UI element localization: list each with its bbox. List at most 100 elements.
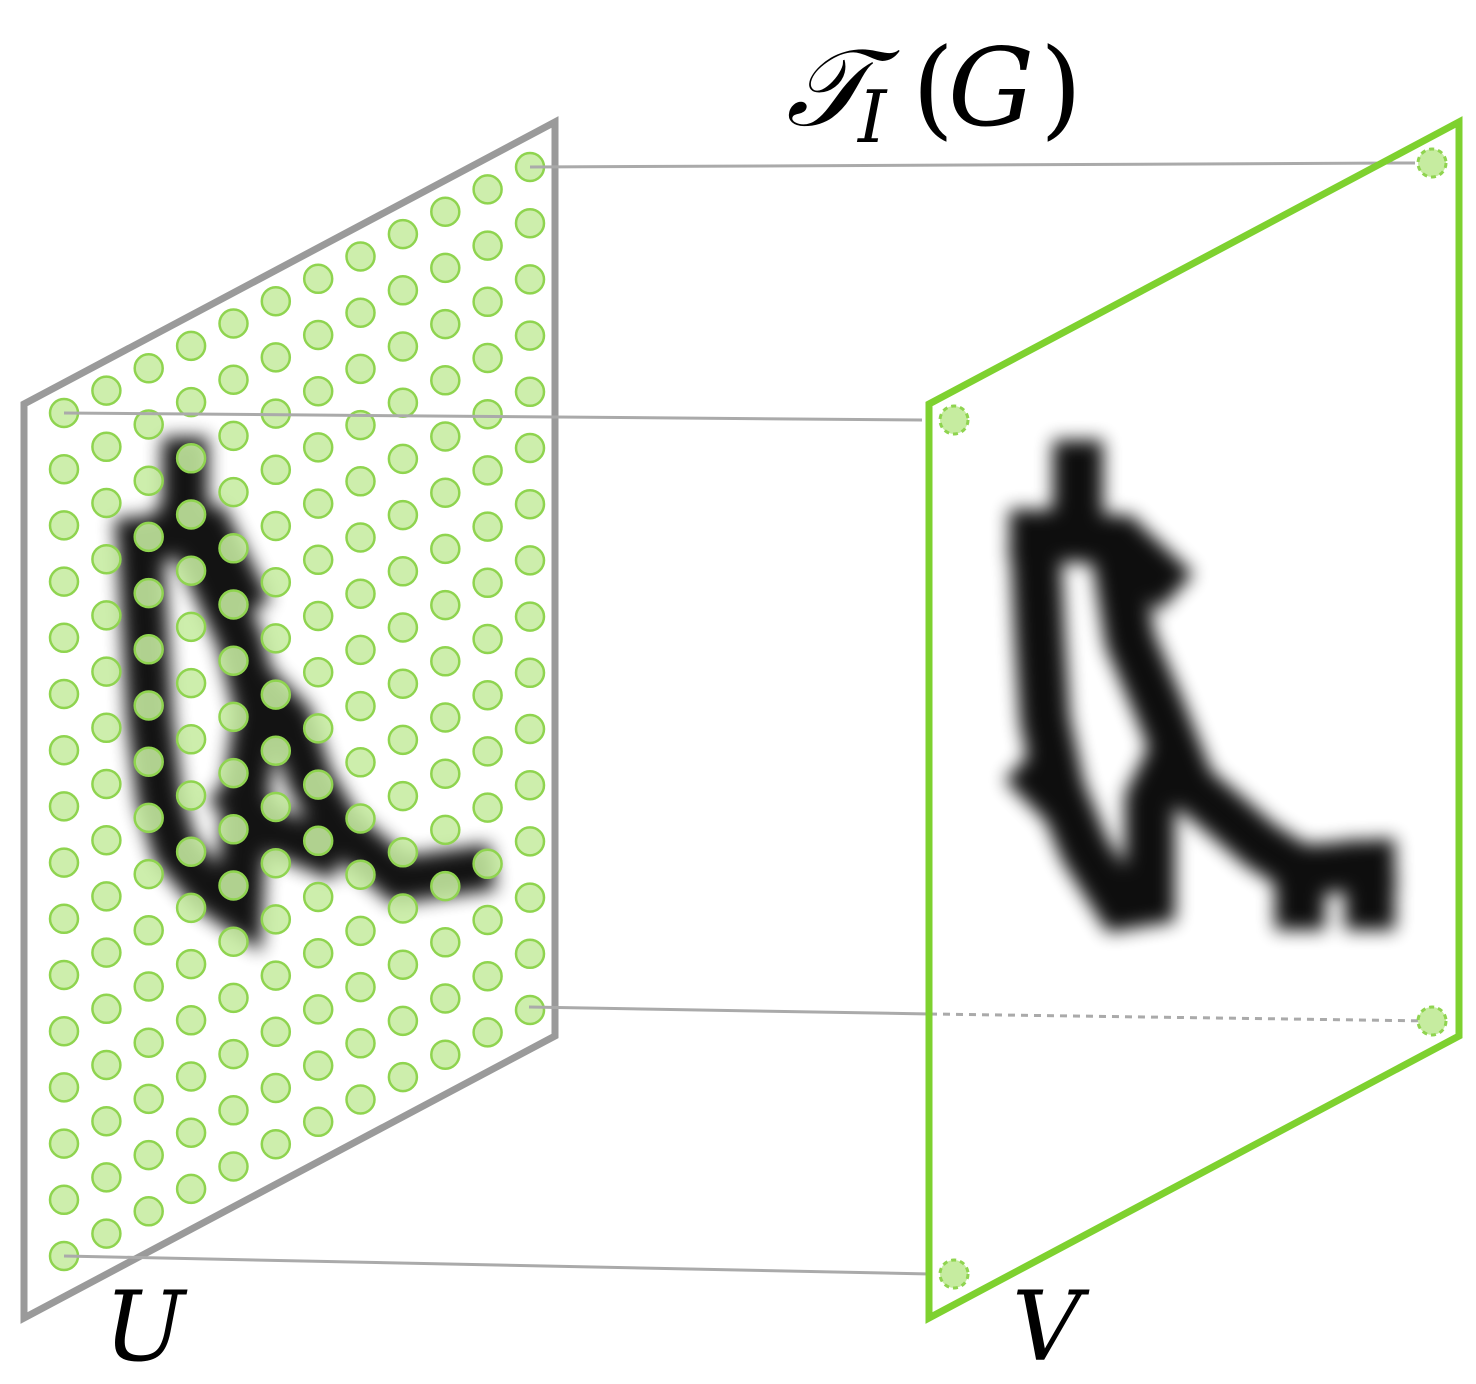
grid-sample-dot bbox=[387, 1061, 419, 1093]
grid-sample-dot bbox=[302, 937, 334, 969]
title-open-paren: ( bbox=[912, 26, 954, 151]
grid-sample-dot bbox=[260, 679, 292, 710]
grid-sample-dot bbox=[345, 466, 376, 497]
grid-sample-dot bbox=[345, 1028, 376, 1059]
grid-sample-dot bbox=[302, 488, 334, 519]
grid-sample-dot bbox=[91, 487, 122, 519]
grid-sample-dot bbox=[175, 1173, 207, 1205]
grid-sample-dot bbox=[91, 375, 122, 406]
target-image bbox=[1004, 440, 1397, 933]
grid-sample-dot bbox=[218, 308, 249, 339]
grid-sample-dot bbox=[133, 521, 164, 553]
connector-bottom-right-dashed bbox=[929, 1012, 1433, 1023]
grid-sample-dot bbox=[91, 543, 122, 575]
grid-sample-dot bbox=[345, 578, 376, 609]
grid-sample-dot bbox=[48, 1128, 80, 1159]
grid-sample-dot bbox=[133, 802, 164, 834]
grid-sample-dot bbox=[514, 882, 546, 913]
connector-top-left bbox=[63, 411, 923, 422]
grid-sample-dot bbox=[133, 1139, 164, 1171]
grid-sample-dot bbox=[218, 701, 249, 733]
grid-sample-dot bbox=[430, 646, 461, 677]
corner-sample-bottom-left bbox=[938, 1258, 970, 1290]
grid-sample-dot bbox=[345, 1084, 376, 1115]
grid-sample-dot bbox=[472, 567, 503, 599]
grid-sample-dot bbox=[514, 264, 546, 295]
grid-sample-dot bbox=[260, 791, 292, 823]
grid-sample-dot bbox=[175, 330, 207, 362]
grid-sample-dot bbox=[91, 768, 122, 800]
grid-sample-dot bbox=[302, 544, 334, 576]
grid-sample-dot bbox=[387, 724, 419, 756]
target-corner-samples bbox=[938, 147, 1448, 1290]
grid-sample-dot bbox=[218, 420, 249, 452]
grid-sample-dot bbox=[430, 870, 461, 902]
grid-sample-dot bbox=[218, 364, 249, 395]
grid-sample-dot bbox=[345, 690, 376, 722]
grid-sample-dot bbox=[260, 285, 292, 317]
grid-sample-dot bbox=[175, 1117, 207, 1148]
grid-sample-dot bbox=[175, 892, 207, 924]
grid-sample-dot bbox=[218, 1038, 249, 1070]
grid-sample-dot bbox=[430, 252, 461, 284]
grid-sample-dot bbox=[472, 848, 503, 880]
grid-sample-dot bbox=[514, 320, 546, 351]
grid-sample-dot bbox=[175, 443, 207, 474]
grid-sample-dot bbox=[514, 826, 546, 857]
grid-sample-dot bbox=[345, 915, 376, 947]
grid-sample-dot bbox=[48, 959, 80, 991]
connector-top-right bbox=[529, 161, 1409, 169]
grid-sample-dot bbox=[387, 387, 419, 418]
grid-sample-dot bbox=[260, 1072, 292, 1104]
grid-sample-dot bbox=[345, 409, 376, 441]
grid-sample-dot bbox=[302, 713, 334, 744]
grid-sample-dot bbox=[48, 903, 80, 935]
grid-sample-dot bbox=[91, 881, 122, 912]
source-digit-stroke bbox=[113, 437, 497, 952]
title-argument: G bbox=[948, 26, 1034, 151]
grid-sample-dot bbox=[472, 792, 503, 823]
grid-sample-dot bbox=[472, 511, 503, 542]
grid-sample-dot bbox=[472, 736, 503, 767]
grid-sample-dot bbox=[260, 623, 292, 654]
grid-sample-dot bbox=[430, 758, 461, 789]
grid-sample-dot bbox=[91, 824, 122, 856]
grid-sample-dot bbox=[514, 713, 546, 745]
grid-sample-dot bbox=[133, 971, 164, 1002]
grid-sample-dot bbox=[514, 432, 546, 464]
grid-sample-dot bbox=[430, 196, 461, 227]
grid-sample-dot bbox=[175, 386, 207, 418]
grid-sample-dot bbox=[387, 1005, 419, 1037]
grid-sample-dot bbox=[345, 971, 376, 1003]
grid-sample-dot bbox=[175, 836, 207, 867]
grid-sample-dot bbox=[345, 859, 376, 890]
grid-sample-dot bbox=[302, 881, 334, 913]
grid-sample-dot bbox=[345, 747, 376, 778]
grid-sample-dot bbox=[175, 948, 207, 980]
grid-sample-dot bbox=[91, 1218, 122, 1249]
grid-sample-dot bbox=[133, 1196, 164, 1227]
grid-sample-dot bbox=[133, 1083, 164, 1115]
grid-sample-dot bbox=[218, 982, 249, 1014]
grid-sample-dot bbox=[345, 353, 376, 385]
grid-sample-dot bbox=[48, 847, 80, 878]
grid-sample-dot bbox=[218, 926, 249, 957]
grid-sample-dot bbox=[175, 1061, 207, 1092]
grid-sample-dot bbox=[345, 297, 376, 328]
corner-sample-bottom-right bbox=[1416, 1005, 1448, 1037]
grid-sample-dot bbox=[302, 1050, 334, 1081]
grid-sample-dot bbox=[48, 566, 80, 597]
grid-sample-dot bbox=[175, 555, 207, 586]
grid-sample-dot bbox=[91, 1105, 122, 1137]
grid-sample-dot bbox=[514, 769, 546, 801]
grid-sample-dot bbox=[175, 611, 207, 643]
grid-sample-dot bbox=[218, 814, 249, 845]
grid-sample-dot bbox=[260, 510, 292, 542]
grid-sample-dot bbox=[387, 443, 419, 475]
grid-sample-dot bbox=[48, 453, 80, 485]
grid-sample-dot bbox=[302, 769, 334, 800]
grid-sample-dot bbox=[48, 1072, 80, 1103]
grid-sample-dot bbox=[387, 893, 419, 924]
grid-sample-dot bbox=[133, 746, 164, 777]
